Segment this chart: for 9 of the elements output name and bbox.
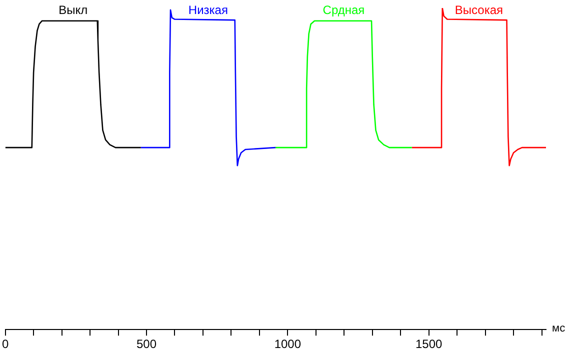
x-tick-label: 0 [2,337,9,352]
x-tick-label: 1500 [415,337,443,352]
series-label: Выкл [58,3,88,17]
series-label: Высокая [454,3,504,17]
x-axis-title: мс [552,322,566,335]
series-label: Низкая [188,3,228,17]
series-label: Срдная [322,3,365,17]
x-tick-label: 500 [136,337,157,352]
x-tick-label: 1000 [274,337,302,352]
